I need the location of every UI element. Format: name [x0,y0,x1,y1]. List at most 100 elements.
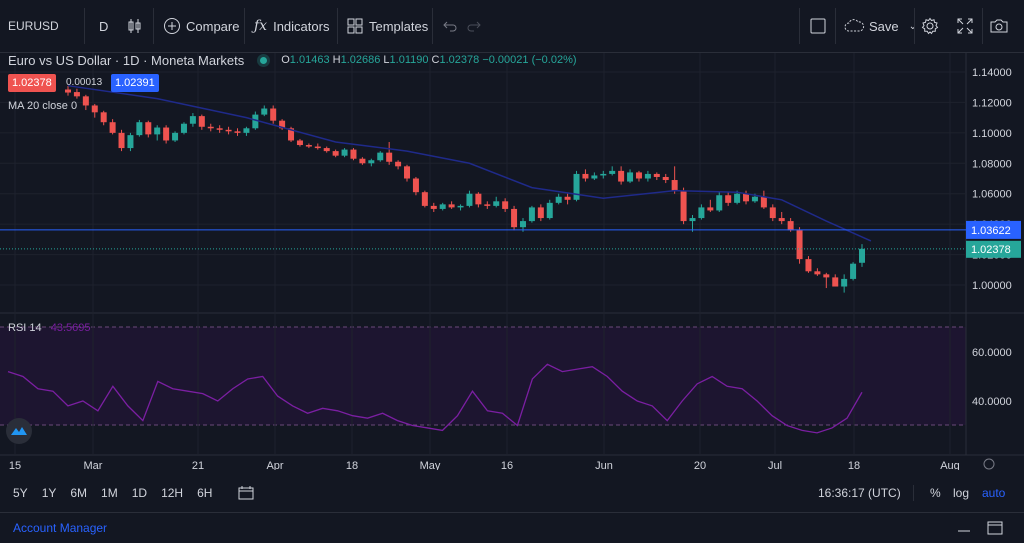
price-tick-label: 1.14000 [972,67,1012,79]
candle-body [725,195,732,203]
gear-icon [921,17,939,35]
rsi-tick-label: 40.0000 [972,396,1012,408]
time-tick-label: 20 [694,460,706,470]
fullscreen-button[interactable] [956,0,974,52]
candle-body [591,175,598,179]
open-value: 1.01463 [289,54,330,66]
toolbar-divider [835,8,836,44]
candle-body [323,148,330,152]
chart-type-button[interactable] [126,0,144,52]
candle-body [769,207,776,219]
candle-body [136,122,143,136]
percent-scale-button[interactable]: % [930,486,941,500]
logo-icon [11,427,27,435]
rsi-indicator-label[interactable]: RSI 14 43.5695 [8,322,90,334]
candle-body [582,173,589,179]
candle-body [145,122,152,135]
undo-button[interactable] [442,0,458,52]
cloud-icon [844,19,865,32]
candle-body [832,277,839,287]
broker-logo[interactable] [6,418,32,444]
candle-body [609,170,616,174]
compare-button[interactable]: Compare [163,0,239,52]
range-button-6h[interactable]: 6H [197,486,213,500]
candle-body [296,140,303,146]
candle-body [439,204,446,209]
snapshot-button[interactable] [989,0,1009,52]
high-value: 1.02686 [340,54,381,66]
candle-body [154,127,161,135]
templates-button[interactable]: Templates [346,0,428,52]
price-tick-label: 1.00000 [972,280,1012,292]
time-tick-label: 18 [848,460,860,470]
date-range-icon[interactable] [237,485,255,501]
range-button-5y[interactable]: 5Y [13,486,28,500]
range-button-12h[interactable]: 12H [161,486,184,500]
candle-body [65,89,71,93]
account-manager-label: Account Manager [13,521,108,535]
candle-body [796,230,803,260]
ma-indicator-label[interactable]: MA 20 close 0 [8,100,78,112]
minimize-button[interactable] [955,519,973,537]
account-manager-tab[interactable]: Account Manager [0,513,120,543]
minimize-icon [958,530,970,532]
time-tick-label: 21 [192,460,204,470]
log-scale-button[interactable]: log [953,486,970,500]
time-tick-label: Apr [266,460,283,470]
price-chart[interactable]: 1.140001.120001.100001.080001.060001.040… [0,0,1024,470]
auto-scale-button[interactable]: auto [982,486,1006,500]
layout-button[interactable] [809,0,827,52]
candle-body [689,218,696,222]
candle-body [680,190,687,222]
candle-body [395,161,402,167]
toolbar-divider [914,8,915,44]
candle-body [823,274,830,278]
range-button-6m[interactable]: 6M [70,486,88,500]
low-label: L [383,54,390,66]
rsi-line [7,363,863,434]
time-tick-label: Jul [768,460,782,470]
clock[interactable]: 16:36:17 (UTC) [818,486,901,500]
maximize-button[interactable] [986,519,1004,537]
redo-button[interactable] [466,0,482,52]
range-button-1y[interactable]: 1Y [41,486,57,500]
buy-button[interactable]: 1.02391 [111,74,159,92]
close-label: C [431,54,440,66]
interval-button[interactable]: D [99,0,108,52]
candle-body [787,221,794,231]
symbol-search-button[interactable]: EURUSD [8,0,59,52]
buy-price: 1.02391 [115,77,155,89]
candle-body [243,128,250,133]
high-label: H [332,54,341,66]
last-price-label: 1.02378 [971,244,1011,256]
compare-label: Compare [186,18,240,34]
candle-body [653,173,660,177]
time-tick-label: 16 [501,460,513,470]
candle-body [671,180,678,191]
candle-body [778,218,785,222]
save-button[interactable]: Save ⌄ [843,0,917,52]
footer-panel: Account Manager [0,512,1024,543]
toolbar-divider [337,8,338,44]
time-tick-label: Aug [940,460,960,470]
range-button-1m[interactable]: 1M [101,486,118,500]
candle-body [100,112,107,123]
candle-body [386,152,393,162]
time-tick-label: 15 [9,460,21,470]
market-status-icon [260,56,268,64]
indicators-button[interactable]: ƒx Indicators [254,0,329,52]
candle-body [412,178,419,193]
candle-body [618,170,625,182]
chart-legend: Euro vs US Dollar · 1D · Moneta Markets … [8,52,577,68]
candle-body [493,201,500,206]
candle-body [189,116,196,124]
range-button-1d[interactable]: 1D [131,486,148,500]
candle-body [528,207,535,222]
settings-button[interactable] [921,0,939,52]
candle-body [635,172,642,179]
time-tick-label: May [420,460,441,470]
sell-button[interactable]: 1.02378 [8,74,56,92]
candle-body [448,204,455,208]
chevron-down-icon: ⌄ [908,20,918,32]
price-tick-label: 1.08000 [972,158,1012,170]
